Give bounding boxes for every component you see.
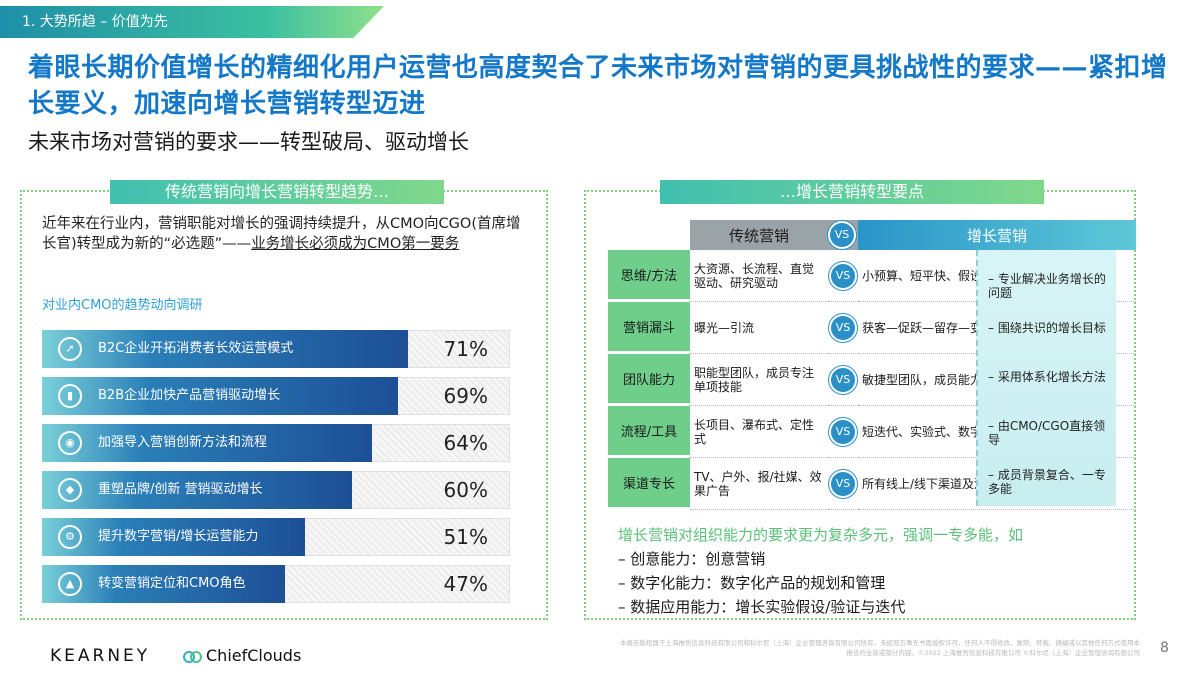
- key-point: – 采用体系化增长方法: [988, 370, 1106, 384]
- vs-badge: VS: [829, 365, 857, 394]
- header-growth: 增长营销: [858, 220, 1136, 250]
- comparison-row: 流程/工具 长项目、瀑布式、定性式 VS 短迭代、实验式、数字化、产品化: [608, 406, 1136, 458]
- key-point: – 围绕共识的增长目标: [988, 321, 1106, 335]
- traditional-cell: 曝光—引流: [690, 302, 828, 354]
- survey-title: 对业内CMO的趋势动向调研: [42, 298, 203, 313]
- vs-cell: VS: [828, 458, 858, 510]
- trend-panel: 传统营销向增长营销转型趋势…: [20, 180, 548, 620]
- capability-item: – 数字化能力：数字化产品的规划和管理: [618, 574, 886, 592]
- bar-label: B2B企业加快产品营销驱动增长: [98, 388, 281, 403]
- bar-value-label: 60%: [443, 478, 488, 502]
- chiefclouds-logo-icon: [183, 651, 202, 663]
- bar-row: ◆ 重塑品牌/创新 营销驱动增长 60%: [42, 471, 510, 509]
- bulb-icon: ◉: [58, 431, 82, 455]
- gear-icon: ⚙: [58, 525, 82, 549]
- bar-row: ▲ 转变营销定位和CMO角色 47%: [42, 565, 510, 603]
- org-capability-note: 增长营销对组织能力的要求更为复杂多元，强调一专多能，如: [618, 526, 1024, 544]
- trend-intro: 近年来在行业内，营销职能对增长的强调持续提升，从CMO向CGO(首席增长官)转型…: [42, 214, 522, 254]
- bar-row: ▮ B2B企业加快产品营销驱动增长 69%: [42, 377, 510, 415]
- bar-value-label: 71%: [443, 337, 488, 361]
- vs-badge: VS: [829, 261, 857, 290]
- growth-chart-icon: ▮: [58, 384, 82, 408]
- bar: [42, 330, 408, 368]
- vs-badge: VS: [829, 469, 857, 498]
- copyright-footer: 本报告版权属于上海推哲信息科技有限公司和科尔尼（上海）企业管理咨询有限公司所有，…: [620, 639, 1140, 657]
- bar: [42, 565, 285, 603]
- vs-badge: VS: [829, 313, 857, 342]
- page-number: 8: [1160, 640, 1169, 656]
- bar-label: 加强导入营销创新方法和流程: [98, 435, 268, 450]
- bar-label: 重塑品牌/创新 营销驱动增长: [98, 482, 263, 497]
- vs-cell: VS: [828, 302, 858, 354]
- row-label: 思维/方法: [608, 250, 690, 302]
- bar-value-label: 64%: [443, 431, 488, 455]
- vs-cell: VS: [828, 250, 858, 302]
- pyramid-icon: ▲: [58, 572, 82, 596]
- row-label: 营销漏斗: [608, 302, 690, 354]
- bar-value-label: 47%: [443, 572, 488, 596]
- vs-badge: VS: [829, 417, 857, 446]
- section-tag: 1. 大势所趋 – 价值为先: [0, 6, 384, 38]
- key-point: – 成员背景复合、一专多能: [988, 468, 1106, 496]
- header-traditional: 传统营销: [690, 220, 828, 250]
- row-label: 渠道专长: [608, 458, 690, 510]
- bar-row: ➚ B2C企业开拓消费者长效运营模式 71%: [42, 330, 510, 368]
- capability-item: – 创意能力：创意营销: [618, 550, 766, 568]
- diamond-icon: ◆: [58, 478, 82, 502]
- trend-intro-emphasis: 业务增长必须成为CMO第一要务: [251, 236, 460, 252]
- chiefclouds-logo: ChiefClouds: [206, 646, 302, 665]
- bar-row: ⚙ 提升数字营销/增长运营能力 51%: [42, 518, 510, 556]
- bar-row: ◉ 加强导入营销创新方法和流程 64%: [42, 424, 510, 462]
- traditional-cell: 职能型团队，成员专注单项技能: [690, 354, 828, 406]
- bar-value-label: 69%: [443, 384, 488, 408]
- growth-key-points: – 专业解决业务增长的问题 – 围绕共识的增长目标 – 采用体系化增长方法 – 由CM…: [976, 250, 1116, 506]
- row-label: 团队能力: [608, 354, 690, 406]
- key-point: – 由CMO/CGO直接领导: [988, 419, 1106, 447]
- trend-intro-text: 近年来在行业内，营销职能对增长的强调持续提升，从CMO向CGO(首席增长官)转型…: [42, 216, 521, 252]
- traditional-cell: 大资源、长流程、直觉驱动、研究驱动: [690, 250, 828, 302]
- bar: [42, 471, 352, 509]
- traditional-cell: 长项目、瀑布式、定性式: [690, 406, 828, 458]
- rocket-icon: ➚: [58, 337, 82, 361]
- page-subhead: 未来市场对营销的要求——转型破局、驱动增长: [28, 130, 469, 154]
- vs-cell: VS: [828, 354, 858, 406]
- bar: [42, 377, 398, 415]
- bar-label: 提升数字营销/增长运营能力: [98, 529, 259, 544]
- bar: [42, 424, 372, 462]
- growth-panel-title: …增长营销转型要点: [660, 180, 1044, 204]
- page-headline: 着眼长期价值增长的精细化用户运营也高度契合了未来市场对营销的更具挑战性的要求——…: [28, 53, 1168, 119]
- bar-label: B2C企业开拓消费者长效运营模式: [98, 341, 294, 356]
- key-point: – 专业解决业务增长的问题: [988, 272, 1106, 300]
- row-label: 流程/工具: [608, 406, 690, 458]
- capability-item: – 数据应用能力：增长实验假设/验证与迭代: [618, 598, 906, 616]
- bar-value-label: 51%: [443, 525, 488, 549]
- traditional-cell: TV、户外、报/社媒、效果广告: [690, 458, 828, 510]
- trend-panel-title: 传统营销向增长营销转型趋势…: [110, 180, 444, 204]
- bar: [42, 518, 305, 556]
- kearney-logo: KEARNEY: [50, 646, 151, 666]
- bar-label: 转变营销定位和CMO角色: [98, 576, 246, 591]
- vs-cell: VS: [828, 406, 858, 458]
- header-vs-badge: VS: [828, 221, 856, 249]
